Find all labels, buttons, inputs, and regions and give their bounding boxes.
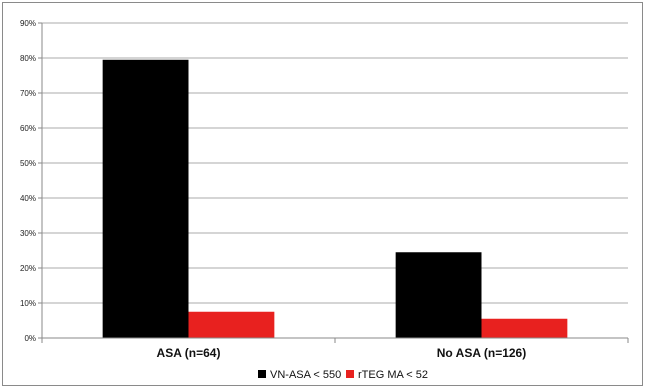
bar-rteg-ma-no-asa xyxy=(481,318,568,338)
legend-label: rTEG MA < 52 xyxy=(358,369,428,381)
x-category-label: No ASA (n=126) xyxy=(437,346,526,360)
y-axis-ticks: 0% 10% 20% 30% 40% 50% 60% 70% 80% 90% xyxy=(20,19,42,343)
y-tick-label: 70% xyxy=(20,89,36,98)
bar-vn-asa-no-asa xyxy=(395,252,482,338)
bars xyxy=(102,59,568,338)
legend-swatch xyxy=(346,370,354,378)
bar-vn-asa-asa xyxy=(102,59,189,338)
bar-rteg-ma-asa xyxy=(188,311,275,338)
y-tick-label: 50% xyxy=(20,159,36,168)
legend-swatch xyxy=(258,370,266,378)
y-tick-label: 90% xyxy=(20,19,36,28)
x-category-label: ASA (n=64) xyxy=(157,346,221,360)
y-tick-label: 30% xyxy=(20,229,36,238)
x-axis-categories: ASA (n=64) No ASA (n=126) xyxy=(41,338,629,360)
y-tick-label: 10% xyxy=(20,299,36,308)
y-tick-label: 80% xyxy=(20,54,36,63)
legend: VN-ASA < 550 rTEG MA < 52 xyxy=(258,369,428,381)
y-tick-label: 60% xyxy=(20,124,36,133)
y-tick-label: 0% xyxy=(24,334,36,343)
y-tick-label: 20% xyxy=(20,264,36,273)
legend-label: VN-ASA < 550 xyxy=(270,369,341,381)
y-tick-label: 40% xyxy=(20,194,36,203)
